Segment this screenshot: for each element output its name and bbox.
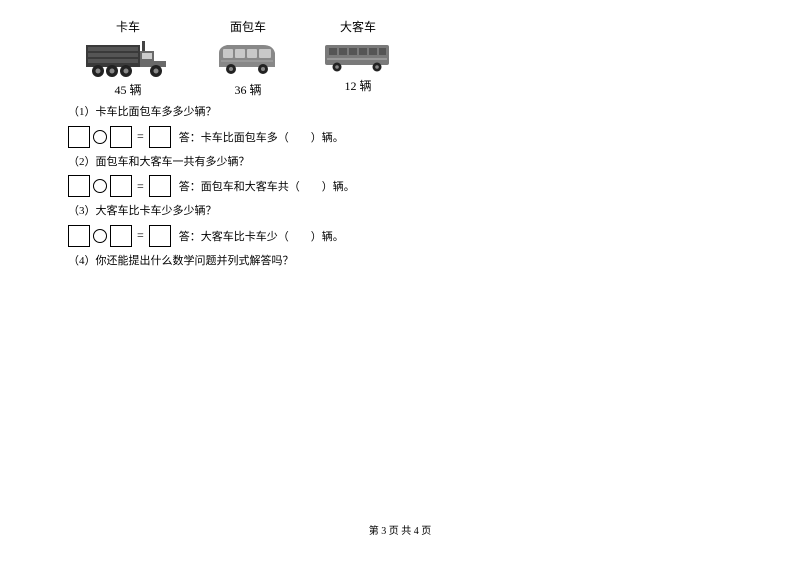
operand-box[interactable] xyxy=(68,225,90,247)
question-4: （4）你还能提出什么数学问题并列式解答吗？ xyxy=(68,253,800,271)
truck-label: 卡车 xyxy=(116,18,140,35)
answer-1: 答：卡车比面包车多（ ）辆。 xyxy=(179,129,344,145)
operand-box[interactable] xyxy=(110,126,132,148)
operator-circle[interactable] xyxy=(93,179,107,193)
result-box[interactable] xyxy=(149,175,171,197)
operand-box[interactable] xyxy=(68,126,90,148)
operand-box[interactable] xyxy=(110,225,132,247)
truck-icon xyxy=(84,39,172,79)
question-1: （1）卡车比面包车多多少辆？ xyxy=(68,104,800,122)
van-label: 面包车 xyxy=(230,18,266,35)
page-footer: 第 3 页 共 4 页 xyxy=(0,522,800,537)
operand-box[interactable] xyxy=(110,175,132,197)
answer-2: 答：面包车和大客车共（ ）辆。 xyxy=(179,178,355,194)
operator-circle[interactable] xyxy=(93,130,107,144)
result-box[interactable] xyxy=(149,126,171,148)
operator-circle[interactable] xyxy=(93,229,107,243)
equals-sign: = xyxy=(137,228,144,243)
answer-3: 答：大客车比卡车少（ ）辆。 xyxy=(179,228,344,244)
vehicles-row: 卡车 45 辆 面包车 xyxy=(68,18,800,98)
truck-count: 45 辆 xyxy=(114,81,141,98)
bus-count: 12 辆 xyxy=(344,77,371,94)
equation-3: = 答：大客车比卡车少（ ）辆。 xyxy=(68,225,800,247)
bus-label: 大客车 xyxy=(340,18,376,35)
vehicle-van: 面包车 36 辆 xyxy=(188,18,308,98)
vehicle-truck: 卡车 45 辆 xyxy=(68,18,188,98)
equals-sign: = xyxy=(137,129,144,144)
equation-1: = 答：卡车比面包车多（ ）辆。 xyxy=(68,126,800,148)
questions-block: （1）卡车比面包车多多少辆？ = 答：卡车比面包车多（ ）辆。 （2）面包车和大… xyxy=(68,104,800,270)
result-box[interactable] xyxy=(149,225,171,247)
bus-icon xyxy=(321,39,395,75)
van-count: 36 辆 xyxy=(234,81,261,98)
operand-box[interactable] xyxy=(68,175,90,197)
question-3: （3）大客车比卡车少多少辆？ xyxy=(68,203,800,221)
equals-sign: = xyxy=(137,179,144,194)
vehicle-bus: 大客车 12 辆 xyxy=(308,18,408,98)
question-2: （2）面包车和大客车一共有多少辆？ xyxy=(68,154,800,172)
equation-2: = 答：面包车和大客车共（ ）辆。 xyxy=(68,175,800,197)
van-icon xyxy=(213,39,283,79)
